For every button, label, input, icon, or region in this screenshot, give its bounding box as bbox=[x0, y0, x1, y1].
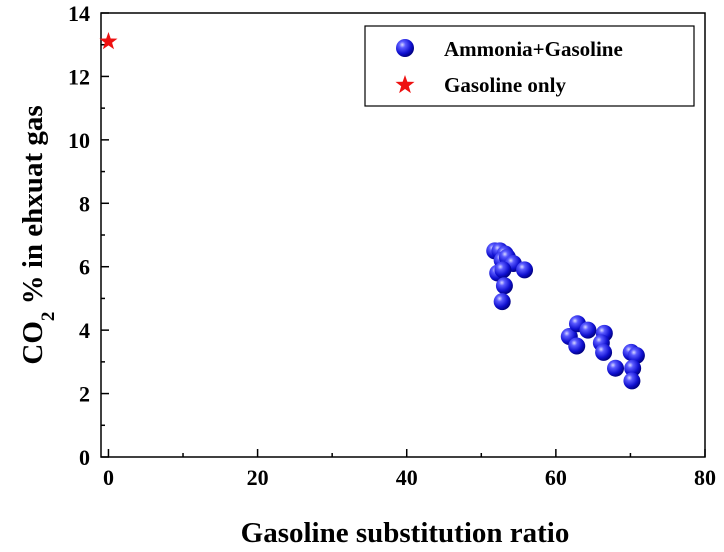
data-point-ammonia-gasoline bbox=[623, 372, 641, 390]
data-point-ammonia-gasoline bbox=[595, 343, 613, 361]
data-point-ammonia-gasoline bbox=[624, 359, 642, 377]
x-axis-ticks bbox=[107, 449, 706, 457]
y-axis-title-subscript: 2 bbox=[38, 312, 59, 322]
y-tick-label: 14 bbox=[68, 1, 90, 26]
x-tick-label: 0 bbox=[103, 465, 114, 490]
data-point-ammonia-gasoline bbox=[495, 277, 513, 295]
y-tick-label: 4 bbox=[79, 318, 90, 343]
y-axis-tick-labels: 0 2 4 6 8 10 12 14 bbox=[68, 1, 90, 470]
legend-marker-ammonia-gasoline bbox=[396, 39, 414, 57]
y-tick-label: 0 bbox=[79, 445, 90, 470]
x-tick-label: 20 bbox=[247, 465, 269, 490]
x-tick-label: 40 bbox=[396, 465, 418, 490]
y-tick-label: 8 bbox=[79, 191, 90, 216]
legend-label-gasoline-only: Gasoline only bbox=[444, 73, 566, 97]
y-axis-title-main: CO bbox=[17, 321, 49, 365]
y-tick-label: 12 bbox=[68, 64, 90, 89]
x-tick-label: 80 bbox=[694, 465, 716, 490]
y-axis-title: CO2 % in ehxuat gas bbox=[17, 105, 59, 364]
legend-box bbox=[364, 25, 695, 107]
y-axis-ticks bbox=[101, 12, 109, 458]
data-point-ammonia-gasoline bbox=[579, 321, 597, 339]
data-point-ammonia-gasoline bbox=[493, 293, 511, 311]
data-point-ammonia-gasoline bbox=[568, 337, 586, 355]
data-point-ammonia-gasoline bbox=[607, 359, 625, 377]
y-tick-label: 2 bbox=[79, 382, 90, 407]
y-tick-label: 6 bbox=[79, 255, 90, 280]
legend-label-ammonia-gasoline: Ammonia+Gasoline bbox=[444, 37, 623, 61]
legend-marker-gasoline-only bbox=[395, 75, 415, 94]
x-axis-title: Gasoline substitution ratio bbox=[241, 517, 570, 549]
x-axis-tick-labels: 0 20 40 60 80 bbox=[103, 465, 716, 490]
data-point-ammonia-gasoline bbox=[494, 261, 512, 279]
legend: Ammonia+Gasoline Gasoline only bbox=[364, 25, 695, 107]
data-point-gasoline-only bbox=[99, 32, 118, 50]
x-tick-label: 60 bbox=[545, 465, 567, 490]
data-points bbox=[99, 32, 645, 390]
data-point-ammonia-gasoline bbox=[516, 261, 534, 279]
y-axis-title-rest: % in ehxuat gas bbox=[17, 105, 49, 311]
y-tick-label: 10 bbox=[68, 128, 90, 153]
